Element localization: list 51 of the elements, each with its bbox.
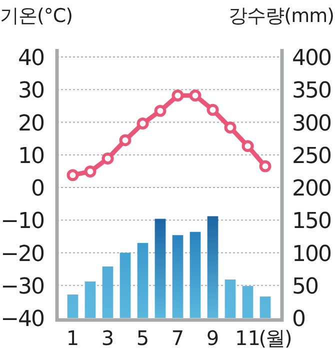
point <box>242 140 254 152</box>
x-tick-label: 11 <box>235 326 260 350</box>
point <box>84 166 96 178</box>
y2-tick-label: 400 <box>292 46 331 71</box>
y2-tick-label: 150 <box>292 209 331 234</box>
bar <box>172 235 184 318</box>
y2-tick-label: 350 <box>292 78 331 104</box>
y2-tick-label: 100 <box>292 242 331 267</box>
y-tick-label: 40 <box>18 46 44 71</box>
point <box>206 104 219 116</box>
bar <box>84 281 96 318</box>
y2-axis-title: 강수량(mm) <box>228 5 334 27</box>
y-tick-label: −10 <box>0 209 44 234</box>
y2-tick-label: 50 <box>292 274 318 300</box>
point <box>119 134 132 146</box>
bar <box>154 218 166 318</box>
y2-tick-label: 300 <box>292 111 331 136</box>
point <box>224 121 236 134</box>
bar <box>120 252 131 318</box>
bar <box>190 232 201 318</box>
bar <box>260 296 271 318</box>
point <box>102 152 114 164</box>
y-tick-label: −30 <box>0 274 44 300</box>
bar <box>137 242 148 318</box>
point <box>136 118 149 130</box>
y-tick-label: −20 <box>0 242 44 267</box>
y-tick-label: 10 <box>18 144 44 169</box>
bar <box>207 216 218 318</box>
bar <box>242 286 254 318</box>
x-tick-label: 3 <box>101 326 114 350</box>
x-tick-label: 7 <box>171 326 184 350</box>
y-tick-label: 30 <box>18 78 44 104</box>
bar <box>224 280 236 318</box>
x-tick-label: 1 <box>66 326 80 350</box>
y-tick-label: −40 <box>0 307 44 332</box>
point <box>259 160 272 172</box>
y-axis-title: 기온(°C) <box>0 5 73 27</box>
y2-tick-label: 200 <box>292 176 331 202</box>
y-tick-label: 0 <box>31 176 44 202</box>
x-tick-label: 5 <box>136 326 150 350</box>
y-tick-label: 20 <box>18 111 44 136</box>
bar <box>102 266 114 318</box>
point <box>66 169 79 182</box>
point <box>154 104 166 117</box>
y2-tick-label: 250 <box>292 144 331 169</box>
y2-tick-label: 0 <box>292 307 305 332</box>
x-axis-title: (월) <box>258 326 292 350</box>
point <box>172 90 184 102</box>
x-tick-label: 9 <box>206 326 220 350</box>
point <box>189 90 202 102</box>
bar <box>67 294 78 318</box>
